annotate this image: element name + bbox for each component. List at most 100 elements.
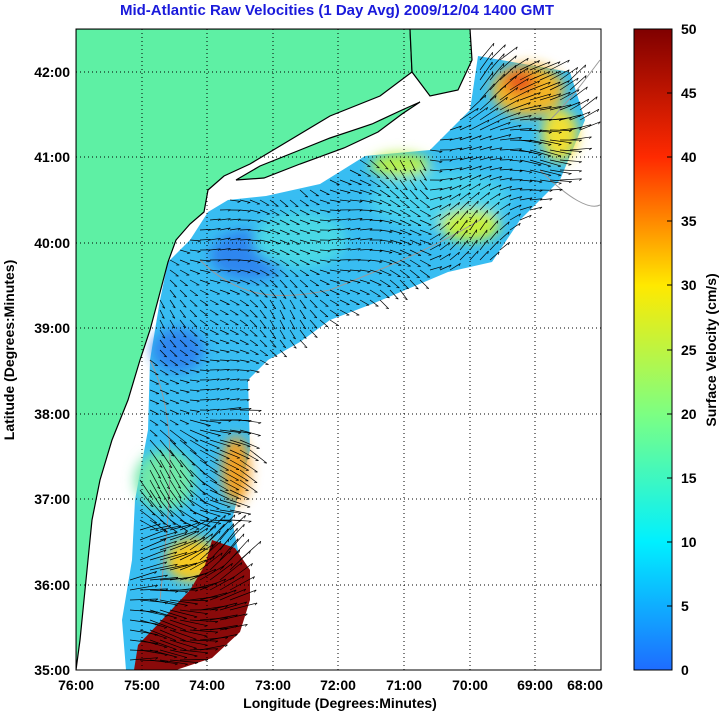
velocity-arrow (489, 201, 500, 211)
velocity-arrowhead (194, 603, 198, 606)
velocity-arrow (499, 159, 513, 161)
velocity-arrowhead (173, 649, 177, 651)
velocity-arrowhead (191, 464, 195, 466)
velocity-arrow (449, 220, 459, 231)
velocity-arrow (369, 159, 380, 169)
velocity-arrow (419, 219, 432, 226)
velocity-arrow (209, 289, 220, 295)
y-axis: 35:00 36:00 37:00 38:00 39:00 40:00 41:0… (1, 64, 70, 678)
velocity-arrow (529, 206, 543, 211)
velocity-arrow (219, 429, 242, 433)
velocity-arrow (289, 269, 299, 277)
velocity-arrow (449, 176, 462, 181)
velocity-arrowhead (347, 200, 351, 203)
velocity-arrowhead (236, 369, 240, 372)
velocity-arrow (229, 238, 241, 241)
velocity-arrow (469, 135, 482, 141)
velocity-arrow (469, 250, 479, 261)
velocity-arrow (209, 228, 221, 231)
velocity-arrowhead (174, 531, 178, 535)
velocity-arrowhead (497, 251, 500, 255)
velocity-arrow (479, 95, 497, 111)
velocity-arrowhead (337, 271, 341, 274)
velocity-arrow (179, 259, 190, 265)
velocity-arrowhead (414, 188, 418, 191)
velocity-arrowhead (567, 59, 570, 63)
velocity-arrowhead (205, 659, 209, 662)
velocity-arrow (389, 179, 399, 190)
velocity-arrow (539, 129, 562, 133)
velocity-arrow (299, 249, 311, 254)
velocity-arrow (189, 439, 209, 452)
velocity-arrow (419, 209, 431, 217)
velocity-arrow (449, 263, 461, 271)
velocity-arrowhead (285, 275, 289, 277)
velocity-arrow (169, 279, 178, 287)
velocity-arrowhead (415, 287, 419, 290)
land-long-island (235, 101, 421, 181)
velocity-arrow (279, 349, 287, 358)
velocity-arrow (289, 339, 297, 349)
velocity-arrowhead (316, 213, 320, 215)
velocity-arrow (139, 619, 167, 629)
velocity-arrowhead (257, 251, 261, 253)
velocity-arrowhead (150, 505, 154, 508)
velocity-arrowhead (487, 250, 489, 254)
velocity-arrow (169, 562, 198, 571)
velocity-arrowhead (493, 83, 495, 87)
velocity-arrowhead (598, 121, 601, 125)
velocity-arrow (499, 185, 512, 191)
velocity-arrow (149, 551, 177, 561)
velocity-arrowhead (247, 210, 251, 213)
velocity-arrowhead (196, 380, 200, 383)
velocity-arrow (439, 242, 451, 251)
velocity-arrowhead (163, 637, 167, 640)
velocity-arrow (159, 552, 188, 561)
plot-frame (75, 28, 602, 671)
velocity-arrow (209, 299, 219, 305)
velocity-arrow (189, 568, 216, 581)
velocity-arrowhead (459, 167, 463, 170)
velocity-arrowhead (327, 250, 331, 253)
velocity-arrowhead (548, 144, 552, 146)
velocity-arrow (339, 289, 350, 295)
velocity-arrow (499, 177, 513, 181)
velocity-arrowhead (197, 521, 201, 525)
velocity-arrows (129, 42, 601, 666)
velocity-arrowhead (459, 176, 463, 179)
velocity-arrowhead (207, 271, 211, 274)
velocity-arrowhead (184, 284, 188, 287)
velocity-arrow (569, 136, 592, 141)
velocity-arrowhead (164, 365, 168, 367)
velocity-arrowhead (222, 565, 225, 569)
velocity-arrow (309, 189, 319, 197)
velocity-arrow (229, 248, 241, 251)
velocity-arrow (509, 204, 522, 211)
velocity-arrow (509, 159, 523, 162)
velocity-arrow (149, 531, 177, 541)
velocity-arrowhead (557, 155, 561, 157)
velocity-arrow (299, 329, 307, 339)
velocity-arrow (469, 239, 478, 251)
velocity-arrow (129, 584, 158, 591)
velocity-arrow (469, 107, 488, 121)
velocity-arrow (399, 289, 408, 301)
velocity-arrow (259, 289, 268, 298)
velocity-arrow (279, 229, 290, 235)
velocity-arrow (549, 104, 572, 111)
velocity-arrow (429, 196, 442, 201)
velocity-arrow (309, 229, 321, 233)
velocity-arrow (159, 449, 173, 468)
velocity-arrow (539, 81, 561, 91)
velocity-arrow (239, 349, 250, 354)
velocity-arrow (179, 329, 187, 338)
velocity-arrow (239, 429, 261, 436)
velocity-arrowhead (206, 399, 210, 402)
velocity-arrow (509, 213, 521, 221)
velocity-arrow (499, 87, 518, 101)
velocity-arrowhead (294, 286, 298, 288)
velocity-arrowhead (172, 523, 176, 525)
x-tick-label: 71:00 (386, 677, 422, 693)
velocity-arrowhead (439, 205, 442, 208)
velocity-arrowhead (492, 43, 495, 47)
